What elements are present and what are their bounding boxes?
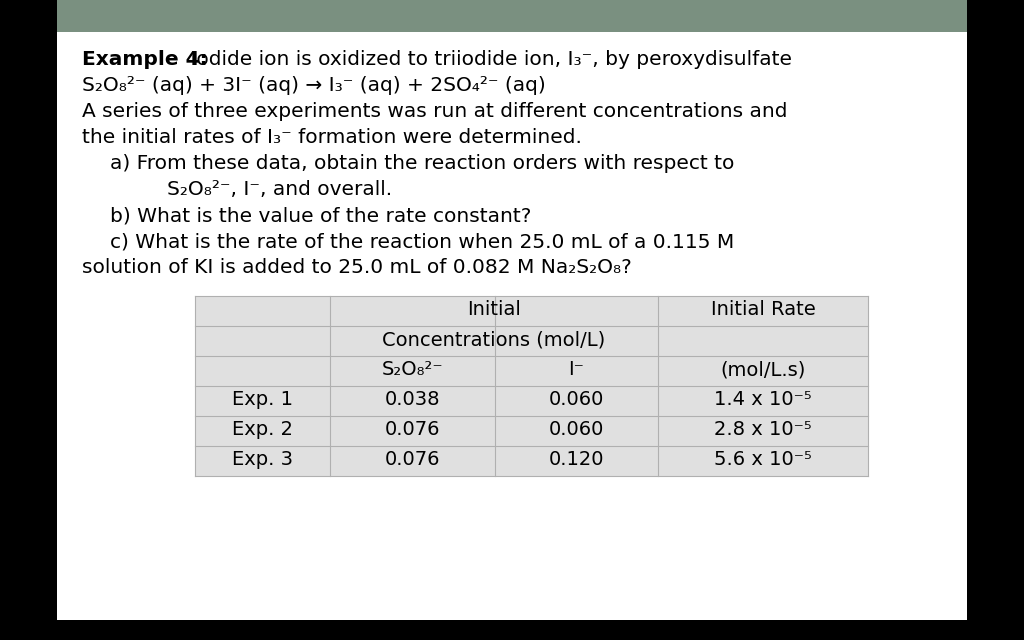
Text: Exp. 3: Exp. 3	[232, 450, 293, 469]
Text: S₂O₈²⁻, I⁻, and overall.: S₂O₈²⁻, I⁻, and overall.	[167, 180, 392, 199]
Text: 0.060: 0.060	[549, 420, 604, 439]
Text: 0.038: 0.038	[385, 390, 440, 409]
Text: Example 4:: Example 4:	[82, 50, 208, 69]
Text: Exp. 1: Exp. 1	[232, 390, 293, 409]
Text: Concentrations (mol/L): Concentrations (mol/L)	[382, 330, 605, 349]
Text: S₂O₈²⁻: S₂O₈²⁻	[382, 360, 443, 379]
Text: 0.120: 0.120	[549, 450, 604, 469]
Text: Iodide ion is oxidized to triiodide ion, I₃⁻, by peroxydisulfate: Iodide ion is oxidized to triiodide ion,…	[184, 50, 792, 69]
Bar	[195, 296, 868, 476]
Text: 0.076: 0.076	[385, 420, 440, 439]
Text: b) What is the value of the rate constant?: b) What is the value of the rate constan…	[110, 206, 531, 225]
Text: 0.060: 0.060	[549, 390, 604, 409]
Text: 5.6 x 10⁻⁵: 5.6 x 10⁻⁵	[714, 450, 812, 469]
Bar	[57, 0, 967, 32]
Text: I⁻: I⁻	[568, 360, 585, 379]
Text: Initial Rate: Initial Rate	[711, 300, 815, 319]
Text: Exp. 2: Exp. 2	[232, 420, 293, 439]
Text: the initial rates of I₃⁻ formation were determined.: the initial rates of I₃⁻ formation were …	[82, 128, 582, 147]
Bar	[57, 32, 967, 620]
Text: solution of KI is added to 25.0 mL of 0.082 M Na₂S₂O₈?: solution of KI is added to 25.0 mL of 0.…	[82, 258, 632, 277]
Text: A series of three experiments was run at different concentrations and: A series of three experiments was run at…	[82, 102, 787, 121]
Text: c) What is the rate of the reaction when 25.0 mL of a 0.115 M: c) What is the rate of the reaction when…	[110, 232, 734, 251]
Text: a) From these data, obtain the reaction orders with respect to: a) From these data, obtain the reaction …	[110, 154, 734, 173]
Text: 0.076: 0.076	[385, 450, 440, 469]
Text: S₂O₈²⁻ (aq) + 3I⁻ (aq) → I₃⁻ (aq) + 2SO₄²⁻ (aq): S₂O₈²⁻ (aq) + 3I⁻ (aq) → I₃⁻ (aq) + 2SO₄…	[82, 76, 546, 95]
Text: 1.4 x 10⁻⁵: 1.4 x 10⁻⁵	[714, 390, 812, 409]
Text: (mol/L.s): (mol/L.s)	[720, 360, 806, 379]
Text: 2.8 x 10⁻⁵: 2.8 x 10⁻⁵	[714, 420, 812, 439]
Text: Initial: Initial	[467, 300, 521, 319]
